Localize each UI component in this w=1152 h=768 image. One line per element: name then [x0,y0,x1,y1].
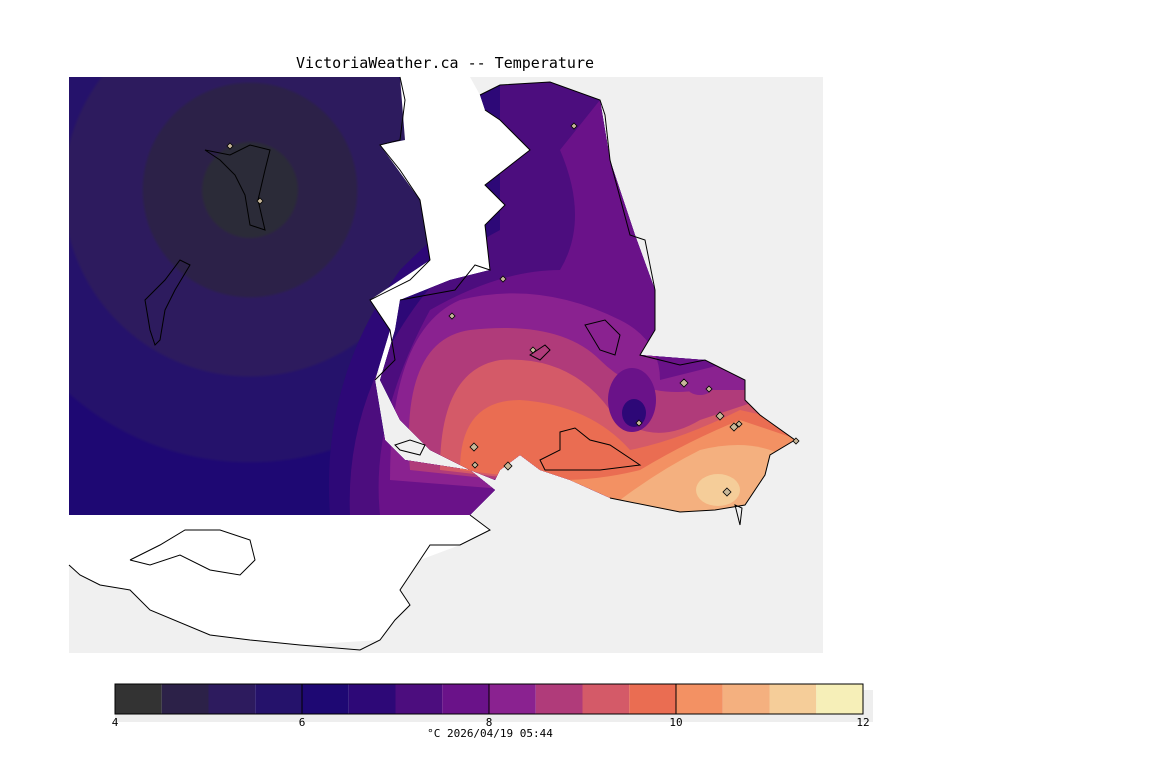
station-marker[interactable] [499,275,507,283]
water-strait [69,515,490,645]
coastlines [68,76,796,651]
station-marker[interactable] [679,378,689,388]
station-marker[interactable] [256,197,264,205]
station-marker[interactable] [729,422,739,432]
station-marker[interactable] [529,346,537,354]
station-marker[interactable] [792,437,800,445]
station-marker[interactable] [448,312,456,320]
chart-title: VictoriaWeather.ca -- Temperature [295,54,594,72]
station-marker[interactable] [570,122,578,130]
station-marker[interactable] [471,461,479,469]
station-marker[interactable] [226,142,234,150]
station-marker[interactable] [469,442,479,452]
station-marker[interactable] [715,411,725,421]
station-marker[interactable] [735,420,743,428]
station-markers [226,122,800,497]
station-marker[interactable] [503,461,513,471]
station-marker[interactable] [635,419,643,427]
units-timestamp: °C 2026/04/19 05:44 [427,727,553,740]
water-inlet [370,77,530,380]
station-marker[interactable] [705,385,713,393]
station-marker[interactable] [722,487,732,497]
